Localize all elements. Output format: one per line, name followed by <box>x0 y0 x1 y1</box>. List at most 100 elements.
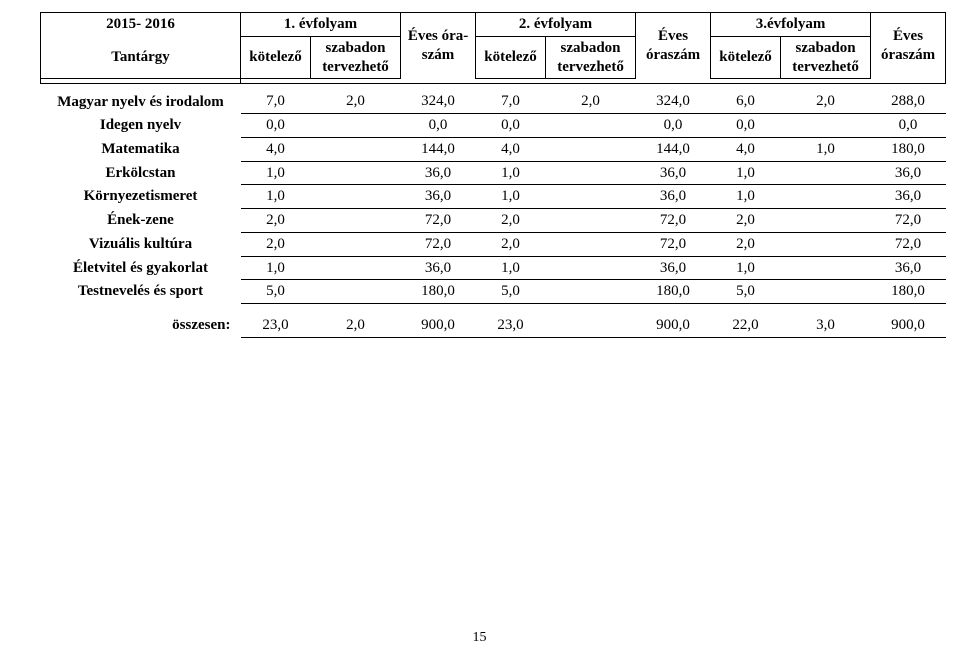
sum-cell: 22,0 <box>711 314 781 337</box>
value-cell: 4,0 <box>476 137 546 161</box>
value-cell: 7,0 <box>476 90 546 113</box>
value-cell: 0,0 <box>241 114 311 138</box>
table-row: Magyar nyelv és irodalom7,02,0324,07,02,… <box>41 90 946 113</box>
curriculum-table: 2015- 2016 1. évfolyam Éves óra-szám 2. … <box>40 12 946 338</box>
value-cell <box>311 185 401 209</box>
value-cell <box>546 114 636 138</box>
value-cell: 5,0 <box>476 280 546 304</box>
value-cell <box>546 161 636 185</box>
kotelezo-2: kötelező <box>476 36 546 79</box>
value-cell: 1,0 <box>241 161 311 185</box>
sum-cell: 23,0 <box>241 314 311 337</box>
value-cell <box>311 256 401 280</box>
value-cell <box>781 185 871 209</box>
value-cell: 5,0 <box>711 280 781 304</box>
page-number: 15 <box>0 630 959 646</box>
value-cell <box>546 137 636 161</box>
value-cell: 0,0 <box>401 114 476 138</box>
value-cell: 1,0 <box>711 185 781 209</box>
value-cell: 288,0 <box>871 90 946 113</box>
annual-hours-3: Éves óraszám <box>871 13 946 79</box>
value-cell <box>546 209 636 233</box>
value-cell <box>781 232 871 256</box>
value-cell: 6,0 <box>711 90 781 113</box>
value-cell <box>546 256 636 280</box>
sum-cell: 900,0 <box>401 314 476 337</box>
value-cell: 1,0 <box>711 161 781 185</box>
value-cell: 36,0 <box>636 161 711 185</box>
value-cell: 1,0 <box>241 185 311 209</box>
value-cell: 72,0 <box>401 232 476 256</box>
kotelezo-1: kötelező <box>241 36 311 79</box>
sum-row: összesen: 23,0 2,0 900,0 23,0 900,0 22,0… <box>41 314 946 337</box>
value-cell: 324,0 <box>636 90 711 113</box>
table-row: Életvitel és gyakorlat1,036,01,036,01,03… <box>41 256 946 280</box>
value-cell: 36,0 <box>871 185 946 209</box>
value-cell: 1,0 <box>711 256 781 280</box>
value-cell: 36,0 <box>871 256 946 280</box>
value-cell <box>311 232 401 256</box>
sum-cell: 2,0 <box>311 314 401 337</box>
value-cell: 0,0 <box>476 114 546 138</box>
table-row: Testnevelés és sport5,0180,05,0180,05,01… <box>41 280 946 304</box>
value-cell <box>781 280 871 304</box>
value-cell <box>546 232 636 256</box>
value-cell <box>781 209 871 233</box>
value-cell: 2,0 <box>711 232 781 256</box>
value-cell: 36,0 <box>401 256 476 280</box>
subject-cell: Testnevelés és sport <box>41 280 241 304</box>
page: 2015- 2016 1. évfolyam Éves óra-szám 2. … <box>0 0 959 656</box>
sum-cell: 900,0 <box>636 314 711 337</box>
value-cell: 1,0 <box>476 256 546 280</box>
szabadon-2: szabadon tervezhető <box>546 36 636 79</box>
value-cell: 144,0 <box>636 137 711 161</box>
value-cell: 2,0 <box>476 232 546 256</box>
header-row-2: Tantárgy kötelező szabadon tervezhető kö… <box>41 36 946 79</box>
table-row: Idegen nyelv0,00,00,00,00,00,0 <box>41 114 946 138</box>
subject-cell: Életvitel és gyakorlat <box>41 256 241 280</box>
value-cell: 72,0 <box>871 232 946 256</box>
table-row: Matematika4,0144,04,0144,04,01,0180,0 <box>41 137 946 161</box>
value-cell: 7,0 <box>241 90 311 113</box>
value-cell: 36,0 <box>401 185 476 209</box>
annual-hours-2: Éves óraszám <box>636 13 711 79</box>
value-cell <box>311 209 401 233</box>
value-cell: 36,0 <box>401 161 476 185</box>
spacer-row <box>41 304 946 315</box>
value-cell <box>311 161 401 185</box>
value-cell: 2,0 <box>241 232 311 256</box>
annual-hours-1: Éves óra-szám <box>401 13 476 79</box>
header-row-1: 2015- 2016 1. évfolyam Éves óra-szám 2. … <box>41 13 946 37</box>
value-cell: 1,0 <box>476 161 546 185</box>
value-cell <box>781 114 871 138</box>
value-cell <box>546 185 636 209</box>
value-cell: 1,0 <box>241 256 311 280</box>
value-cell <box>781 256 871 280</box>
table-row: Ének-zene2,072,02,072,02,072,0 <box>41 209 946 233</box>
subject-cell: Magyar nyelv és irodalom <box>41 90 241 113</box>
value-cell: 5,0 <box>241 280 311 304</box>
value-cell: 0,0 <box>871 114 946 138</box>
subject-cell: Matematika <box>41 137 241 161</box>
sum-cell: 3,0 <box>781 314 871 337</box>
grade-1: 1. évfolyam <box>241 13 401 37</box>
value-cell: 144,0 <box>401 137 476 161</box>
subject-cell: Ének-zene <box>41 209 241 233</box>
value-cell: 72,0 <box>636 209 711 233</box>
value-cell: 2,0 <box>311 90 401 113</box>
value-cell: 2,0 <box>781 90 871 113</box>
table-row: Erkölcstan1,036,01,036,01,036,0 <box>41 161 946 185</box>
value-cell: 1,0 <box>476 185 546 209</box>
spacer <box>41 304 946 315</box>
value-cell: 4,0 <box>711 137 781 161</box>
value-cell: 72,0 <box>871 209 946 233</box>
value-cell <box>311 280 401 304</box>
value-cell <box>546 280 636 304</box>
value-cell: 36,0 <box>636 185 711 209</box>
subject-cell: Környezetismeret <box>41 185 241 209</box>
subject-cell: Vizuális kultúra <box>41 232 241 256</box>
value-cell: 180,0 <box>401 280 476 304</box>
szabadon-3: szabadon tervezhető <box>781 36 871 79</box>
year-cell: 2015- 2016 <box>41 13 241 37</box>
value-cell: 4,0 <box>241 137 311 161</box>
